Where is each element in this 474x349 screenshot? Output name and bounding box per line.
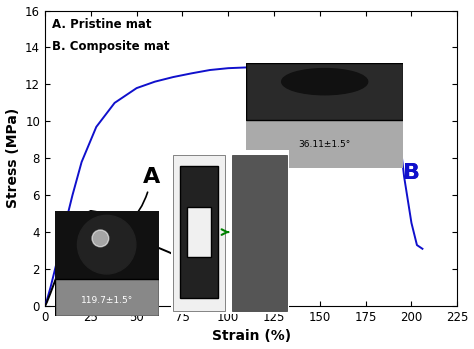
Text: 119.7±1.5°: 119.7±1.5° — [81, 296, 133, 305]
FancyBboxPatch shape — [187, 208, 211, 257]
Text: B: B — [403, 163, 420, 183]
FancyBboxPatch shape — [232, 155, 287, 311]
X-axis label: Strain (%): Strain (%) — [211, 329, 291, 343]
Text: 36.11±1.5°: 36.11±1.5° — [299, 140, 351, 149]
Text: A. Pristine mat: A. Pristine mat — [52, 18, 152, 31]
Y-axis label: Stress (MPa): Stress (MPa) — [6, 108, 19, 208]
Text: B: B — [403, 163, 420, 183]
Circle shape — [92, 230, 109, 247]
Ellipse shape — [282, 69, 368, 95]
FancyBboxPatch shape — [173, 155, 225, 311]
FancyBboxPatch shape — [180, 166, 218, 298]
Text: A: A — [93, 167, 160, 243]
Circle shape — [77, 215, 136, 274]
Text: B. Composite mat: B. Composite mat — [52, 40, 170, 53]
FancyBboxPatch shape — [246, 63, 403, 120]
FancyBboxPatch shape — [55, 279, 159, 316]
